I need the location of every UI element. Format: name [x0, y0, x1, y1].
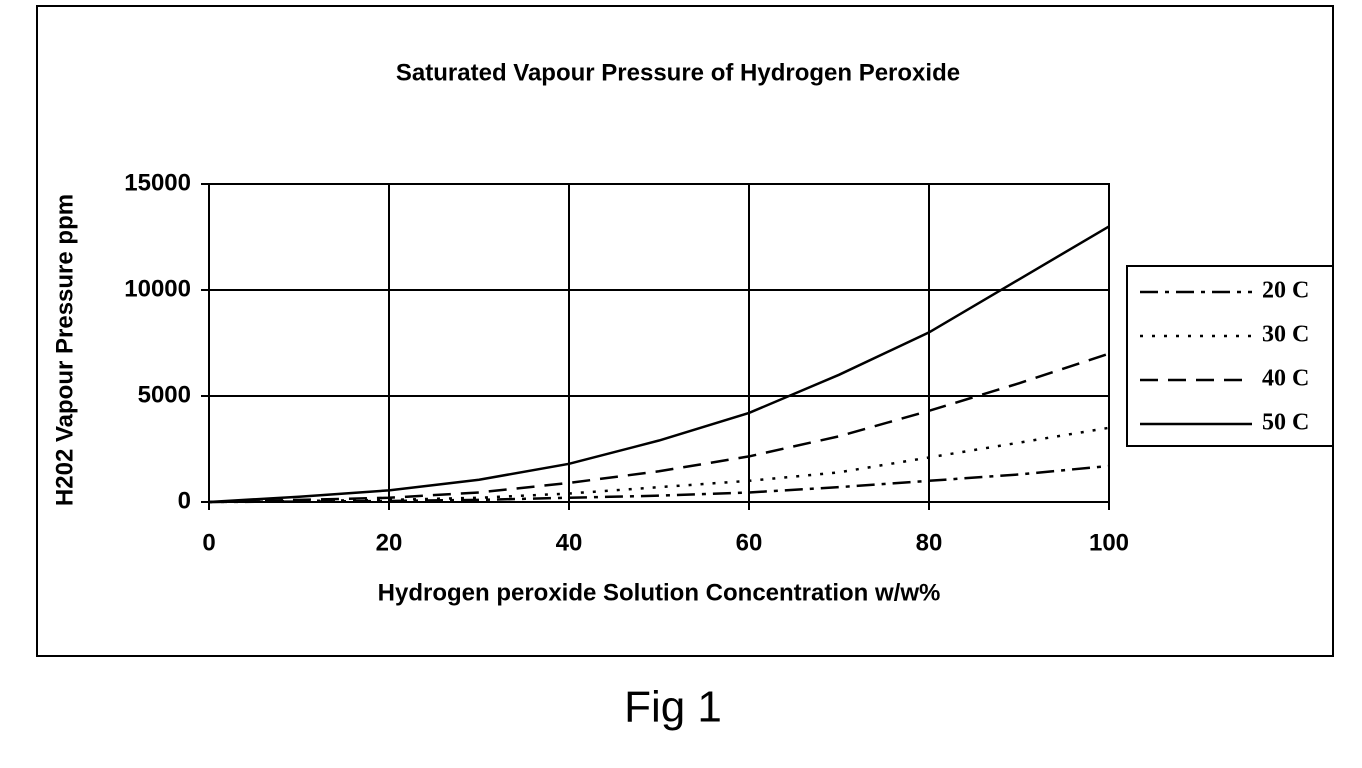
x-tick-label: 100 [1089, 529, 1129, 556]
x-tick-label: 0 [202, 529, 215, 556]
series-line [208, 426, 1110, 504]
legend-label: 20 C [1262, 278, 1309, 304]
chart-title: Saturated Vapour Pressure of Hydrogen Pe… [396, 59, 960, 86]
legend-label: 50 C [1262, 410, 1309, 436]
caption: Fig 1 [624, 683, 722, 732]
x-tick-label: 20 [376, 529, 403, 556]
y-tick-label: 15000 [124, 169, 191, 196]
x-tick-label: 40 [556, 529, 583, 556]
y-tick-label: 5000 [138, 381, 191, 408]
series-line [208, 464, 1110, 504]
series-line [208, 352, 1110, 504]
x-tick-label: 80 [916, 529, 943, 556]
plot-area [208, 183, 1110, 503]
legend-label: 30 C [1262, 322, 1309, 348]
x-axis-title: Hydrogen peroxide Solution Concentration… [378, 579, 941, 606]
y-tick-label: 0 [178, 487, 191, 514]
y-axis-title: H202 Vapour Pressure ppm [51, 194, 78, 506]
x-tick-label: 60 [736, 529, 763, 556]
y-tick-label: 10000 [124, 275, 191, 302]
legend-label: 40 C [1262, 366, 1309, 392]
legend-box [1126, 265, 1334, 447]
series-line [208, 225, 1110, 504]
